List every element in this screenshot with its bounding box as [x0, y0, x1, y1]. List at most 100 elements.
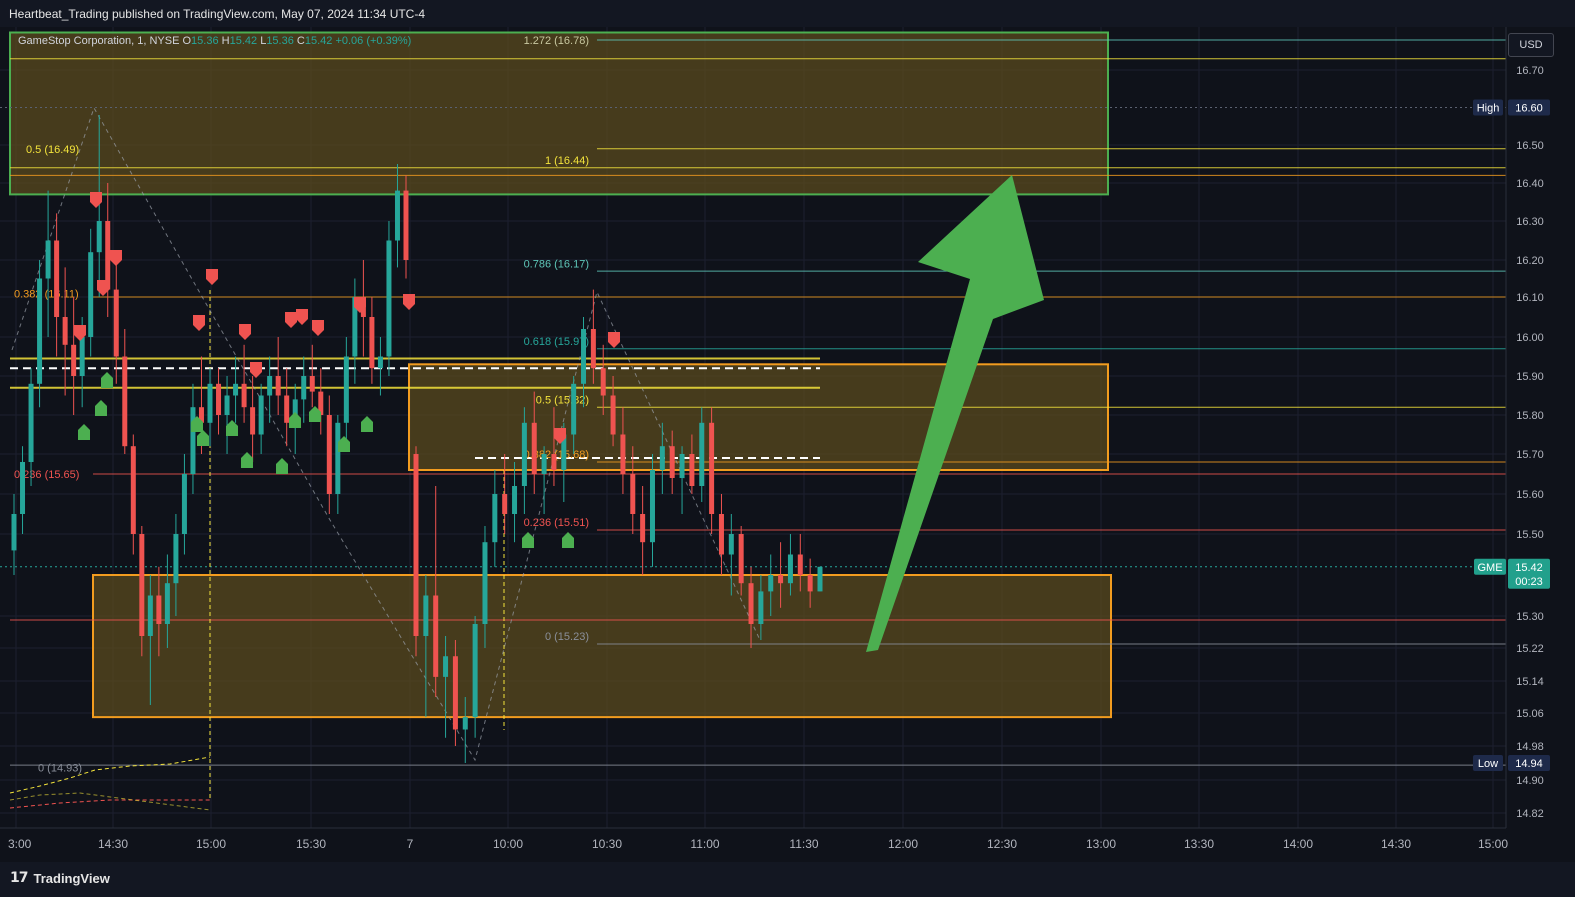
candle-body: [718, 514, 724, 555]
candle-body: [37, 278, 43, 384]
symbol-legend[interactable]: GameStop Corporation, 1, NYSE O15.36 H15…: [18, 35, 411, 47]
time-tick-label: 7: [407, 837, 414, 851]
candle-body: [309, 376, 315, 392]
dashed-path: [9, 799, 210, 809]
brand-name: TradingView: [33, 870, 110, 886]
publish-line: Heartbeat_Trading published on TradingVi…: [9, 7, 426, 21]
price-tick-label: 16.50: [1516, 140, 1544, 152]
fib-label-left: 0.382 (16.11): [14, 288, 79, 300]
candle-body: [250, 407, 256, 435]
badge-tag: [1473, 755, 1503, 771]
change-value: +0.06 (+0.39%): [335, 35, 412, 47]
candle-body: [267, 376, 273, 396]
time-tick-label: 10:30: [592, 837, 622, 851]
buy-signal-icon: [78, 424, 90, 440]
candle-body: [394, 190, 400, 241]
candle-body: [649, 470, 655, 543]
candle-body: [79, 337, 85, 376]
price-tick-label: 14.82: [1516, 808, 1544, 820]
candle-body: [659, 446, 665, 470]
time-tick-label: 15:00: [1478, 837, 1508, 851]
symbol-name: GameStop Corporation, 1, NYSE: [18, 35, 180, 47]
fib-label-right: 0.5 (15.82): [536, 394, 589, 406]
candle-body: [105, 221, 111, 290]
candle-body: [709, 422, 715, 514]
candle-body: [640, 514, 646, 543]
time-tick-label: 11:30: [789, 837, 818, 851]
price-tick-label: 16.20: [1516, 255, 1544, 267]
price-tick-label: 15.22: [1516, 643, 1544, 655]
candle-body: [728, 534, 734, 555]
candle-body: [787, 554, 793, 584]
candle-body: [797, 554, 803, 575]
time-axis[interactable]: 3:00 14:30 15:00 15:30 7 10:00 10:30 11:00 11:30…: [0, 827, 1508, 851]
sell-signal-icon: [285, 312, 297, 328]
time-tick-label: 3:00: [8, 837, 32, 851]
candle-body: [28, 383, 34, 462]
fib-label-right: 0.236 (15.51): [524, 517, 589, 529]
candle-body: [581, 329, 587, 384]
candle-body: [413, 454, 419, 636]
price-tick-label: 15.14: [1516, 676, 1544, 688]
up-arrow-icon: [866, 175, 1044, 652]
projection-arrow: [866, 175, 1044, 652]
sell-signal-icon: [206, 269, 218, 285]
candle-body: [20, 462, 26, 514]
candle-body: [541, 454, 547, 474]
candle-body: [122, 356, 128, 447]
price-tick-label: 14.90: [1516, 775, 1544, 787]
tradingview-logo[interactable]: 17 TradingView: [10, 870, 110, 886]
candle-body: [156, 595, 162, 624]
candle-body: [807, 575, 813, 592]
tradingview-logo-icon: 17: [10, 870, 29, 886]
candle-body: [45, 240, 51, 279]
candle-body: [130, 446, 136, 534]
sell-signal-icon: [74, 325, 86, 341]
candle-body: [758, 591, 764, 624]
low-label: L: [260, 35, 267, 47]
time-tick-label: 15:00: [196, 837, 226, 851]
candle-body: [531, 422, 537, 474]
candle-body: [403, 190, 409, 260]
currency-button[interactable]: USD: [1508, 33, 1554, 57]
candle-body: [139, 534, 145, 636]
candle-body: [164, 583, 170, 624]
buy-signal-icon: [276, 458, 288, 474]
candle-body: [778, 575, 784, 584]
fib-labels: 0.5 (16.49) 0.382 (16.11) 0.236 (15.65) 0 (…: [14, 35, 589, 774]
sell-signal-icon: [403, 294, 415, 310]
buy-signal-icon: [562, 532, 574, 548]
support-zone: [92, 574, 1112, 719]
fib-label-left: 0.236 (15.65): [14, 469, 79, 481]
candle-body: [326, 415, 332, 494]
candle-body: [275, 376, 281, 396]
badge-label: Low: [1478, 758, 1498, 770]
fib-label-right: 1.272 (16.78): [524, 35, 589, 47]
price-tick-label: 16.10: [1516, 292, 1544, 304]
candle-body: [198, 407, 204, 423]
price-tick-label: 15.50: [1516, 529, 1544, 541]
badge-label: GME: [1477, 562, 1502, 574]
fib-label-right: 0.618 (15.97): [524, 336, 589, 348]
candle-body: [768, 575, 774, 592]
candle-body: [630, 474, 636, 514]
candle-body: [352, 297, 358, 357]
time-tick-label: 13:00: [1086, 837, 1116, 851]
candle-body: [433, 595, 439, 677]
sell-signal-icon: [193, 315, 205, 331]
sell-signal-icon: [239, 324, 251, 340]
price-axis[interactable]: 16.70 16.50 16.40 16.30 16.20 16.10 16.00 15.90…: [1505, 27, 1575, 828]
candle-body: [521, 422, 527, 486]
sell-signal-icon: [90, 192, 102, 208]
buy-signal-icon: [95, 400, 107, 416]
badge-box: [1508, 755, 1550, 771]
candle-body: [96, 221, 102, 253]
candle-body: [369, 317, 375, 369]
fib-label-left: 0 (14.93): [38, 762, 82, 774]
badge-tag: [1473, 99, 1503, 116]
candle-body: [738, 534, 744, 584]
candle-body: [233, 383, 239, 396]
sell-signal-icon: [97, 280, 109, 296]
candle-body: [561, 434, 567, 470]
